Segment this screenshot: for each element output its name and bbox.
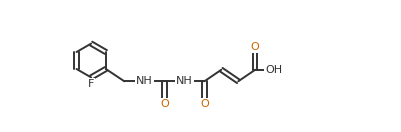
Text: O: O xyxy=(160,99,169,109)
Text: O: O xyxy=(251,42,259,52)
Text: F: F xyxy=(88,79,94,89)
Text: OH: OH xyxy=(265,65,282,75)
Text: O: O xyxy=(200,99,209,109)
Text: NH: NH xyxy=(136,76,153,86)
Text: NH: NH xyxy=(176,76,193,86)
